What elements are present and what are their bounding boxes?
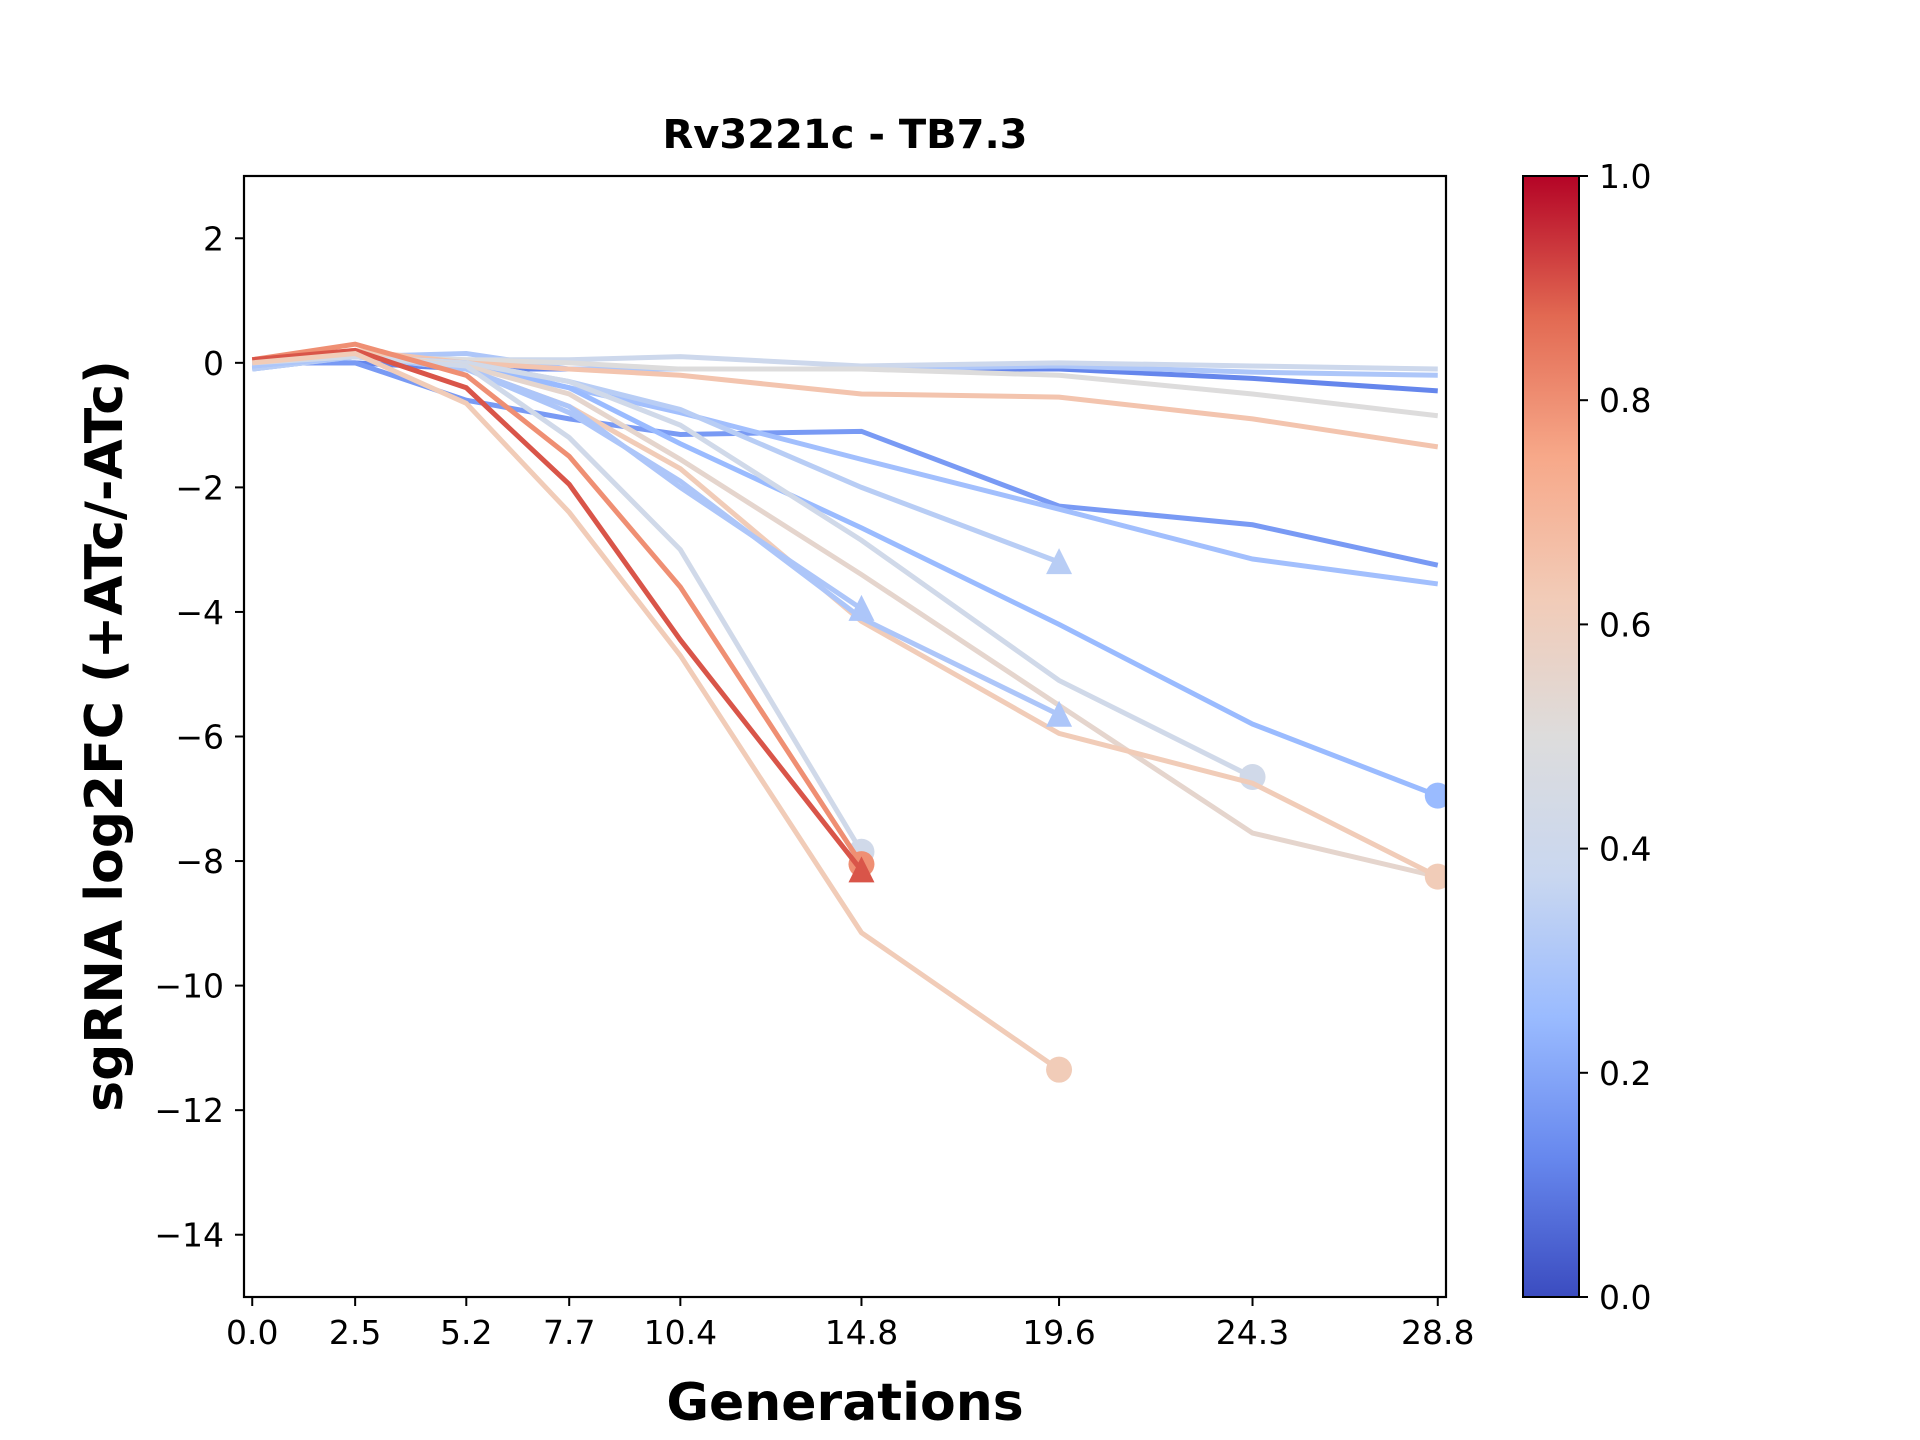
series-line-s15 bbox=[252, 354, 864, 853]
series-line-s6 bbox=[252, 360, 1439, 568]
y-tick-label: 0 bbox=[203, 344, 224, 383]
series-line-s14 bbox=[252, 354, 1061, 717]
series-layer bbox=[251, 341, 1446, 1083]
plot-frame bbox=[242, 174, 1448, 1299]
x-tick-label: 19.6 bbox=[1022, 1313, 1095, 1352]
y-axis: 2 0 −2 −4 −6 −8 −10 −12 −14 bbox=[154, 219, 244, 1255]
x-tick-label: 10.4 bbox=[644, 1313, 717, 1352]
end-marker-circle-s12 bbox=[1424, 863, 1446, 890]
chart-title: Rv3221c - TB7.3 bbox=[663, 112, 1028, 158]
colorbar-tick-label: 0.8 bbox=[1599, 381, 1651, 420]
colorbar-tick-label: 0.2 bbox=[1599, 1054, 1651, 1093]
y-tick-label: −4 bbox=[175, 593, 224, 632]
colorbar-tick-label: 0.4 bbox=[1599, 830, 1651, 869]
end-marker-circle-s9 bbox=[1424, 782, 1446, 809]
series-line-s10 bbox=[252, 354, 1254, 780]
end-marker-triangle-s17 bbox=[848, 856, 875, 883]
end-marker-triangle-s14 bbox=[1046, 700, 1073, 727]
colorbar bbox=[1522, 175, 1580, 1298]
x-tick-label: 5.2 bbox=[440, 1313, 492, 1352]
y-tick-label: −6 bbox=[175, 718, 224, 757]
x-tick-label: 24.3 bbox=[1216, 1313, 1289, 1352]
y-tick-label: −10 bbox=[154, 967, 224, 1006]
colorbar-tick-label: 0.6 bbox=[1599, 605, 1651, 644]
x-axis-label: Generations bbox=[666, 1373, 1023, 1433]
x-tick-label: 28.8 bbox=[1401, 1313, 1474, 1352]
y-tick-label: −8 bbox=[175, 842, 224, 881]
y-tick-label: −2 bbox=[175, 468, 224, 507]
series-line-s18 bbox=[252, 350, 1061, 1072]
colorbar-axis: 0.0 0.2 0.4 0.6 0.8 1.0 bbox=[1579, 157, 1651, 1317]
x-tick-label: 7.7 bbox=[543, 1313, 595, 1352]
end-marker-circle-s18 bbox=[1046, 1056, 1073, 1083]
x-tick-label: 0.0 bbox=[226, 1313, 278, 1352]
series-line-s17 bbox=[252, 347, 864, 872]
end-marker-triangle-s8 bbox=[1046, 548, 1073, 575]
x-tick-label: 14.8 bbox=[825, 1313, 898, 1352]
x-axis: 0.0 2.5 5.2 7.7 10.4 14.8 19.6 24.3 28.8 bbox=[226, 1297, 1475, 1352]
colorbar-tick-label: 0.0 bbox=[1599, 1278, 1651, 1317]
y-tick-label: 2 bbox=[203, 219, 224, 258]
colorbar-tick-label: 1.0 bbox=[1599, 157, 1651, 196]
y-tick-label: −12 bbox=[154, 1091, 224, 1130]
y-tick-label: −14 bbox=[154, 1216, 224, 1255]
x-tick-label: 2.5 bbox=[329, 1313, 381, 1352]
series-line-s16 bbox=[251, 341, 864, 866]
y-axis-label: sgRNA log2FC (+ATc/-ATc) bbox=[75, 360, 135, 1112]
